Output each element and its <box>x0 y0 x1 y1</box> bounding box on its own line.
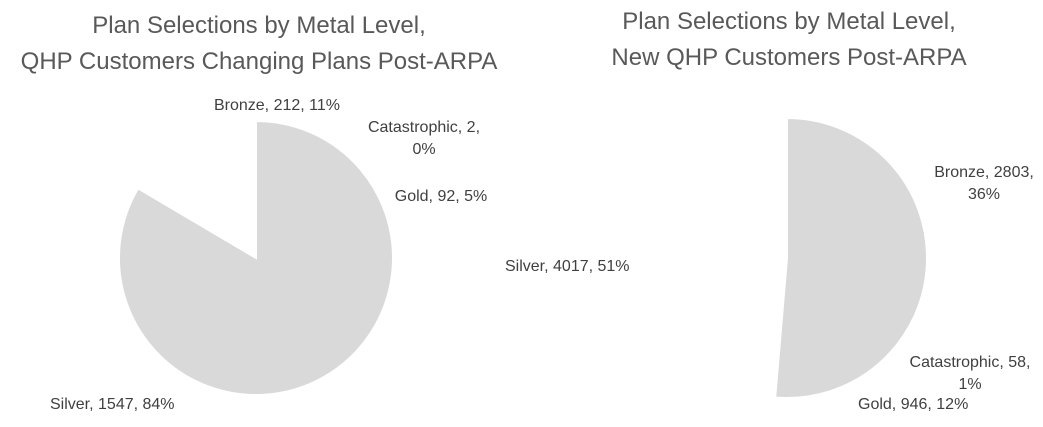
slice-label-silver: Silver, 4017, 51% <box>505 258 630 275</box>
slice-label-gold: Gold, 92, 5% <box>394 188 488 205</box>
slice-label-gold: Gold, 946, 12% <box>858 396 969 413</box>
chart-title-right: Plan Selections by Metal Level, New QHP … <box>539 4 1039 76</box>
pie-slice-silver <box>118 119 394 396</box>
slice-label-bronze: Bronze, 212, 11% <box>213 97 340 114</box>
pie-chart-changing-plans <box>118 119 394 396</box>
chart-title-left-line1: Plan Selections by Metal Level, <box>92 12 426 39</box>
pie-chart-new-customers <box>774 116 928 399</box>
chart-title-left: Plan Selections by Metal Level, QHP Cust… <box>9 8 509 80</box>
chart-title-left-line2: QHP Customers Changing Plans Post-ARPA <box>20 48 498 75</box>
slice-label-catastrophic: Catastrophic, 2, 0% <box>367 119 481 158</box>
chart-title-right-line2: New QHP Customers Post-ARPA <box>611 44 967 71</box>
slice-label-catastrophic: Catastrophic, 58, 1% <box>909 354 1031 393</box>
slice-label-silver: Silver, 1547, 84% <box>50 396 175 413</box>
pie-slice-silver <box>774 116 928 399</box>
slice-label-bronze: Bronze, 2803, 36% <box>934 164 1034 203</box>
chart-title-right-line1: Plan Selections by Metal Level, <box>622 8 956 35</box>
